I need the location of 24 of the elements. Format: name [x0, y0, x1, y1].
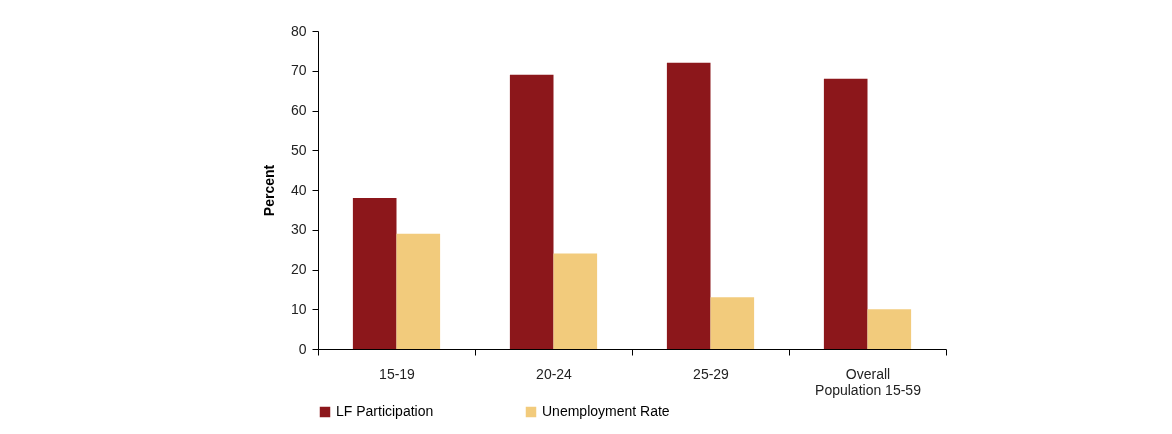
- y-tick-label: 30: [290, 221, 307, 238]
- x-tick-label: Overall Population 15-59: [815, 365, 922, 398]
- bar: [553, 253, 598, 349]
- y-axis-title: Percent: [260, 164, 277, 217]
- y-tick-label: 80: [290, 22, 307, 39]
- y-tick-label: 0: [298, 340, 307, 357]
- x-tick-label: 20-24: [536, 365, 573, 382]
- legend-label: LF Participation: [336, 403, 434, 419]
- y-tick-label: 20: [290, 261, 307, 277]
- bar: [710, 297, 755, 349]
- bar: [823, 78, 868, 349]
- legend-label: Unemployment Rate: [542, 403, 670, 419]
- y-tick-label: 40: [290, 181, 307, 198]
- y-tick-label: 50: [290, 141, 307, 158]
- bar: [509, 74, 554, 349]
- y-tick-label: 10: [290, 300, 307, 317]
- bar: [867, 309, 912, 349]
- bar: [666, 62, 711, 349]
- bar: [396, 233, 441, 349]
- y-tick-label: 60: [290, 102, 307, 118]
- y-tick-label: 70: [290, 62, 307, 79]
- x-tick-label: 25-29: [693, 365, 730, 382]
- x-tick-label: 15-19: [379, 365, 416, 382]
- bar: [352, 197, 397, 349]
